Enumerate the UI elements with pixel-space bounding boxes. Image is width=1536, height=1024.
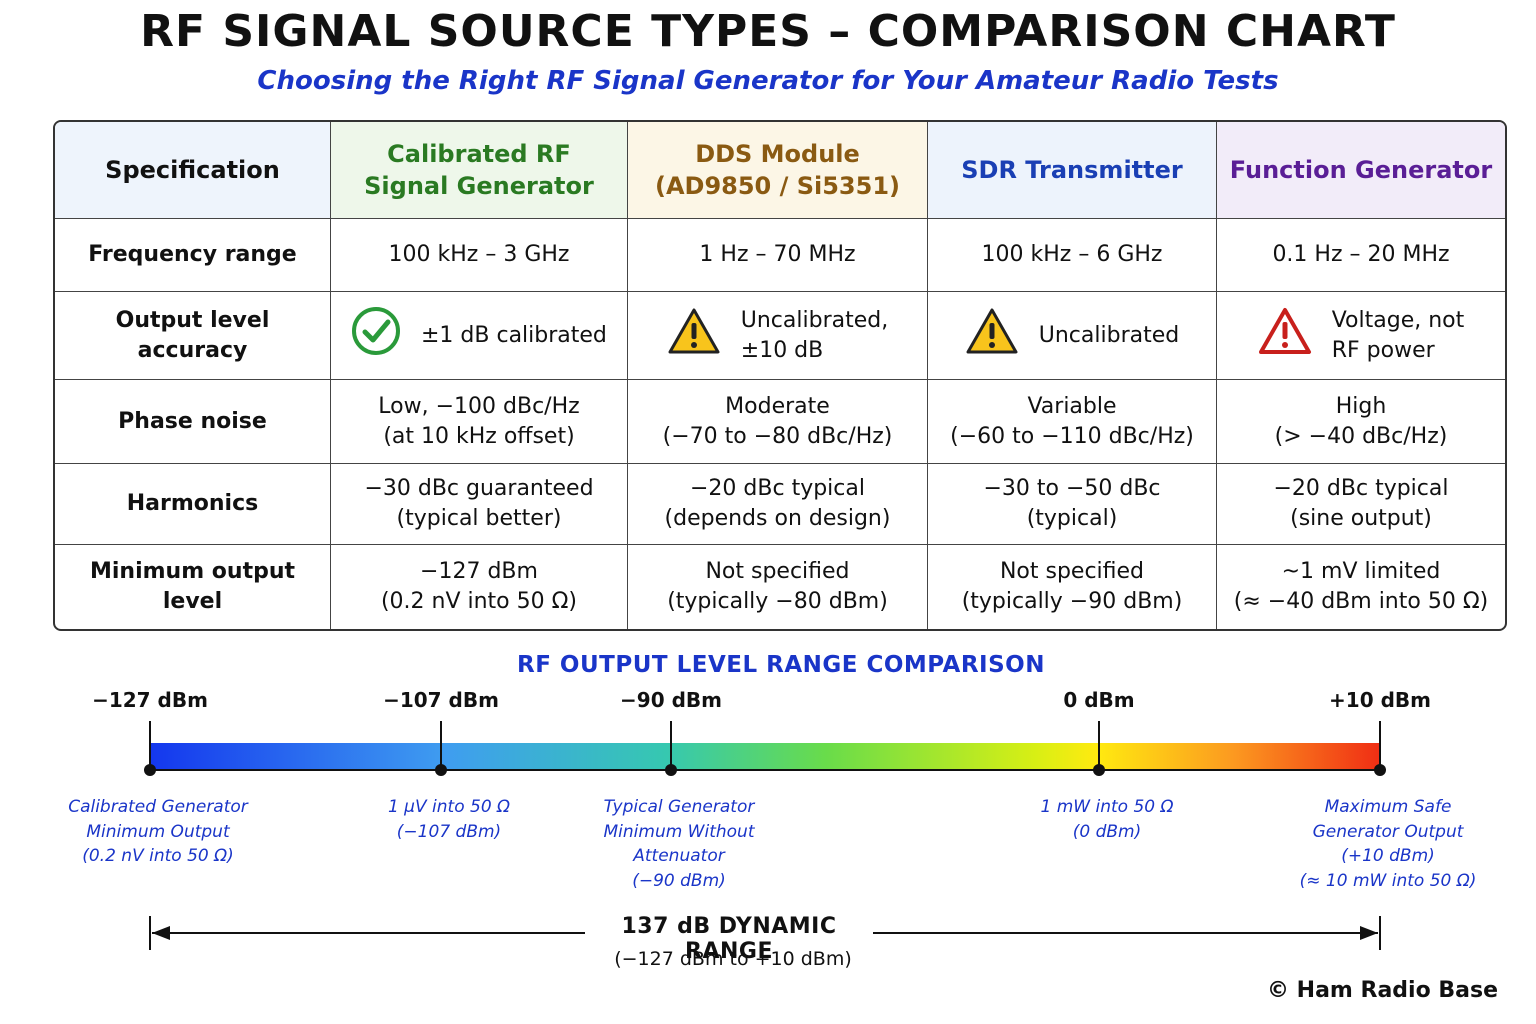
marker-annotation: 1 mW into 50 Ω (0 dBm) (1040, 797, 1174, 842)
table-cell: −127 dBm (0.2 nV into 50 Ω) (331, 545, 628, 629)
tick-label: −90 dBm (620, 688, 722, 712)
table-cell: Moderate (−70 to −80 dBc/Hz) (628, 380, 928, 464)
warning-icon (667, 306, 721, 365)
scale-tick (440, 721, 442, 771)
header-calibrated-rf-signal-generator: Calibrated RF Signal Generator (331, 122, 628, 219)
table-cell: High (> −40 dBc/Hz) (1217, 380, 1505, 464)
tick-label: 0 dBm (1063, 688, 1135, 712)
table-cell: Uncalibrated, ±10 dB (628, 292, 928, 380)
alert-red-icon (1258, 306, 1312, 365)
header-sdr-transmitter: SDR Transmitter (928, 122, 1217, 219)
scale-marker-dot (435, 764, 447, 776)
level-gradient-bar (150, 743, 1380, 770)
table-cell: Uncalibrated (928, 292, 1217, 380)
tick-label: −127 dBm (92, 688, 208, 712)
cell-text: Uncalibrated, ±10 dB (740, 307, 889, 363)
table-cell: 1 Hz – 70 MHz (628, 219, 928, 292)
table-cell: Voltage, not RF power (1217, 292, 1505, 380)
table-cell: 100 kHz – 6 GHz (928, 219, 1217, 292)
scale-tick (670, 721, 672, 771)
spec-label: Frequency range (55, 219, 331, 292)
table-cell: ±1 dB calibrated (331, 292, 628, 380)
table-cell: Not specified (typically −90 dBm) (928, 545, 1217, 629)
table-cell: ~1 mV limited (≈ −40 dBm into 50 Ω) (1233, 559, 1489, 614)
page-subtitle: Choosing the Right RF Signal Generator f… (257, 66, 1279, 96)
marker-annotation: Maximum Safe Generator Output (+10 dBm) (≈ … (1299, 797, 1477, 891)
tick-label: +10 dBm (1329, 688, 1431, 712)
table-cell: Not specified (typically −80 dBm) (628, 545, 928, 629)
table-cell: −20 dBc typical (depends on design) (628, 464, 928, 545)
marker-annotation: Calibrated Generator Minimum Output (0.2 n… (68, 797, 248, 866)
scale-tick (1098, 721, 1100, 771)
table-cell: 100 kHz – 3 GHz (331, 219, 628, 292)
header-specification: Specification (55, 122, 331, 219)
table-row: Frequency range 100 kHz – 3 GHz 1 Hz – 7… (55, 219, 1505, 292)
scale-marker-dot (144, 764, 156, 776)
scale-marker-dot (1374, 764, 1386, 776)
table-row: Output level accuracy ±1 dB calibrated U… (55, 292, 1505, 380)
cell-text: ±1 dB calibrated (421, 322, 607, 348)
warning-icon (965, 306, 1019, 365)
spec-label: Harmonics (55, 464, 331, 545)
table-cell: Variable (−60 to −110 dBc/Hz) (928, 380, 1217, 464)
table-cell: −30 to −50 dBc (typical) (928, 464, 1217, 545)
table-header-row: Specification Calibrated RF Signal Gener… (55, 122, 1505, 219)
cell-text: Uncalibrated (1038, 322, 1180, 348)
spec-label: Phase noise (55, 380, 331, 464)
table-row: Harmonics −30 dBc guaranteed (typical be… (55, 464, 1505, 545)
check-circle-icon (351, 306, 401, 365)
header-function-generator: Function Generator (1217, 122, 1505, 219)
marker-annotation: Typical Generator Minimum Without Attenuat… (603, 797, 755, 891)
credit-text: © Ham Radio Base (1267, 978, 1498, 1003)
table-cell: Low, −100 dBc/Hz (at 10 kHz offset) (331, 380, 628, 464)
range-chart-title: RF OUTPUT LEVEL RANGE COMPARISON (517, 652, 1045, 678)
table-row: Phase noise Low, −100 dBc/Hz (at 10 kHz … (55, 380, 1505, 464)
table-cell: 0.1 Hz – 20 MHz (1217, 219, 1505, 292)
cell-text: Voltage, not RF power (1331, 307, 1465, 363)
scale-baseline (150, 769, 1381, 771)
scale-tick (149, 721, 151, 771)
tick-label: −107 dBm (383, 688, 499, 712)
page-title: RF SIGNAL SOURCE TYPES – COMPARISON CHAR… (140, 6, 1396, 57)
table-cell: −30 dBc guaranteed (typical better) (331, 464, 628, 545)
scale-tick (1379, 721, 1381, 771)
spec-label: Minimum output level (55, 545, 331, 629)
comparison-table: Specification Calibrated RF Signal Gener… (53, 120, 1507, 631)
header-dds-module: DDS Module (AD9850 / Si5351) (628, 122, 928, 219)
marker-annotation: 1 μV into 50 Ω (−107 dBm) (387, 797, 511, 842)
table-row: Minimum output level −127 dBm (0.2 nV in… (55, 545, 1505, 629)
dynamic-range-sublabel: (−127 dBm to +10 dBm) (614, 948, 852, 970)
scale-marker-dot (1093, 764, 1105, 776)
scale-marker-dot (665, 764, 677, 776)
dynamic-range-label: 137 dB DYNAMIC RANGE (585, 914, 873, 964)
spec-label: Output level accuracy (55, 292, 331, 380)
table-cell: −20 dBc typical (sine output) (1217, 464, 1505, 545)
